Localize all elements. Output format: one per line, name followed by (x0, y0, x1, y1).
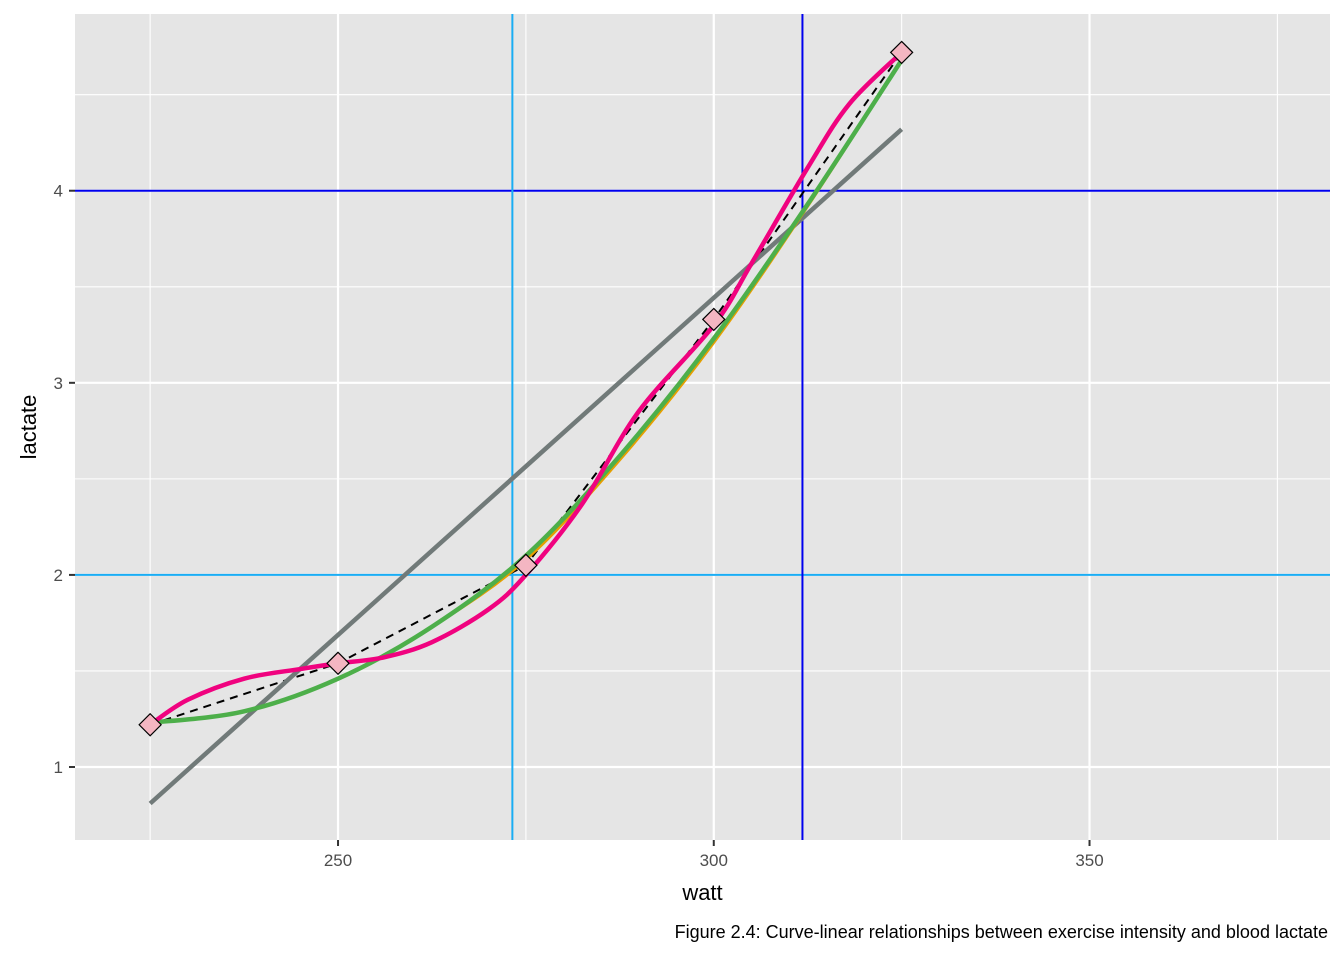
data-points (138, 40, 914, 737)
figure-caption: Figure 2.4: Curve-linear relationships b… (674, 922, 1328, 942)
y-tick-label: 3 (54, 374, 63, 393)
data-point-diamond (138, 712, 162, 737)
plot-panel (75, 14, 1330, 840)
x-tick-label: 250 (324, 851, 352, 870)
tick-labels: 250 300 350 1 2 3 4 (54, 182, 1104, 870)
y-axis-title: lactate (16, 395, 41, 460)
linear-fit-line (148, 127, 904, 806)
data-point-diamond (514, 553, 538, 578)
data-point-diamond (326, 651, 350, 676)
x-tick-label: 300 (700, 851, 728, 870)
x-tick-label: 350 (1075, 851, 1103, 870)
reference-lines (75, 14, 1330, 840)
axis-ticks (69, 189, 1091, 846)
y-tick-label: 4 (54, 182, 63, 201)
y-tick-label: 2 (54, 566, 63, 585)
cubic-fit-curve (147, 57, 904, 726)
y-tick-label: 1 (54, 758, 63, 777)
data-point-diamond (701, 307, 726, 332)
data-point-diamond (889, 40, 914, 65)
x-axis-title: watt (681, 880, 722, 905)
